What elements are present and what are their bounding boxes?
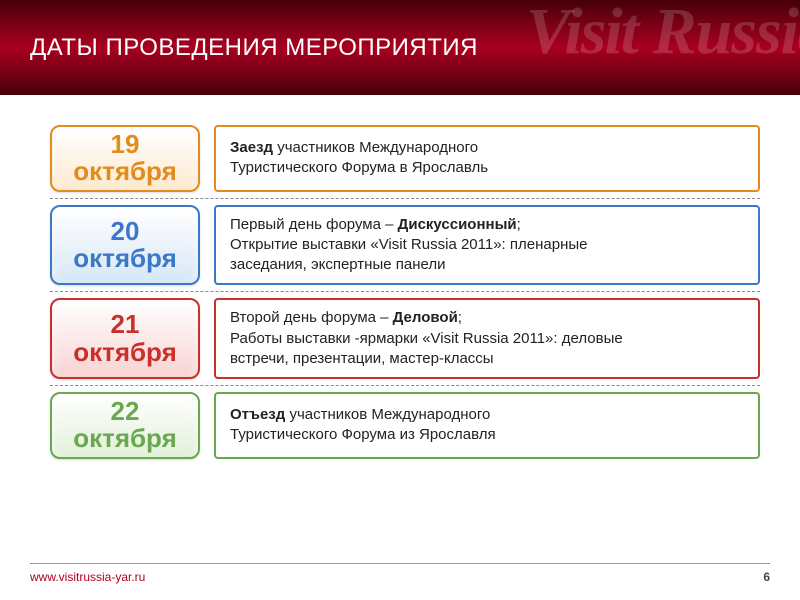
page-title: ДАТЫ ПРОВЕДЕНИЯ МЕРОПРИЯТИЯ bbox=[30, 34, 478, 62]
desc-text: Отъезд участников Международного bbox=[230, 405, 744, 425]
row-divider bbox=[50, 291, 760, 292]
date-box-20: 20 октября bbox=[50, 205, 200, 286]
date-box-22: 22 октября bbox=[50, 392, 200, 459]
header-band: Visit Russia ДАТЫ ПРОВЕДЕНИЯ МЕРОПРИЯТИЯ bbox=[0, 0, 800, 95]
date-month: октября bbox=[73, 339, 177, 366]
date-day: 21 bbox=[111, 311, 140, 338]
footer: www.visitrussia-yar.ru 6 bbox=[30, 563, 770, 584]
desc-span: Второй день форума – bbox=[230, 309, 393, 326]
desc-text: Работы выставки -ярмарки «Visit Russia 2… bbox=[230, 329, 744, 349]
desc-bold: Деловой bbox=[393, 309, 458, 326]
desc-text: Туристического Форума из Ярославля bbox=[230, 425, 744, 445]
desc-text: Второй день форума – Деловой; bbox=[230, 308, 744, 328]
desc-span: Первый день форума – bbox=[230, 216, 398, 233]
desc-box-21: Второй день форума – Деловой; Работы выс… bbox=[214, 298, 760, 379]
desc-bold: Отъезд bbox=[230, 406, 285, 423]
desc-span: участников Международного bbox=[285, 406, 490, 423]
schedule-row: 22 октября Отъезд участников Международн… bbox=[50, 392, 760, 459]
desc-text: Открытие выставки «Visit Russia 2011»: п… bbox=[230, 235, 744, 255]
date-month: октября bbox=[73, 425, 177, 452]
desc-bold: Заезд bbox=[230, 139, 273, 156]
date-day: 22 bbox=[111, 398, 140, 425]
desc-span: ; bbox=[517, 216, 521, 233]
desc-box-22: Отъезд участников Международного Туристи… bbox=[214, 392, 760, 459]
desc-span: участников Международного bbox=[273, 139, 478, 156]
date-day: 20 bbox=[111, 218, 140, 245]
schedule-row: 21 октября Второй день форума – Деловой;… bbox=[50, 298, 760, 379]
content-area: 19 октября Заезд участников Международно… bbox=[0, 95, 800, 469]
desc-span: ; bbox=[458, 309, 462, 326]
desc-text: Туристического Форума в Ярославль bbox=[230, 158, 744, 178]
footer-page: 6 bbox=[763, 570, 770, 584]
schedule-row: 20 октября Первый день форума – Дискусси… bbox=[50, 205, 760, 286]
date-day: 19 bbox=[111, 131, 140, 158]
row-divider bbox=[50, 385, 760, 386]
desc-text: Первый день форума – Дискуссионный; bbox=[230, 215, 744, 235]
desc-box-20: Первый день форума – Дискуссионный; Откр… bbox=[214, 205, 760, 286]
date-month: октября bbox=[73, 158, 177, 185]
desc-text: Заезд участников Международного bbox=[230, 138, 744, 158]
date-box-21: 21 октября bbox=[50, 298, 200, 379]
desc-text: заседания, экспертные панели bbox=[230, 255, 744, 275]
date-box-19: 19 октября bbox=[50, 125, 200, 192]
row-divider bbox=[50, 198, 760, 199]
header-watermark: Visit Russia bbox=[526, 0, 800, 70]
desc-box-19: Заезд участников Международного Туристич… bbox=[214, 125, 760, 192]
footer-url: www.visitrussia-yar.ru bbox=[30, 570, 145, 584]
schedule-row: 19 октября Заезд участников Международно… bbox=[50, 125, 760, 192]
desc-text: встречи, презентации, мастер-классы bbox=[230, 349, 744, 369]
desc-bold: Дискуссионный bbox=[398, 216, 517, 233]
date-month: октября bbox=[73, 245, 177, 272]
